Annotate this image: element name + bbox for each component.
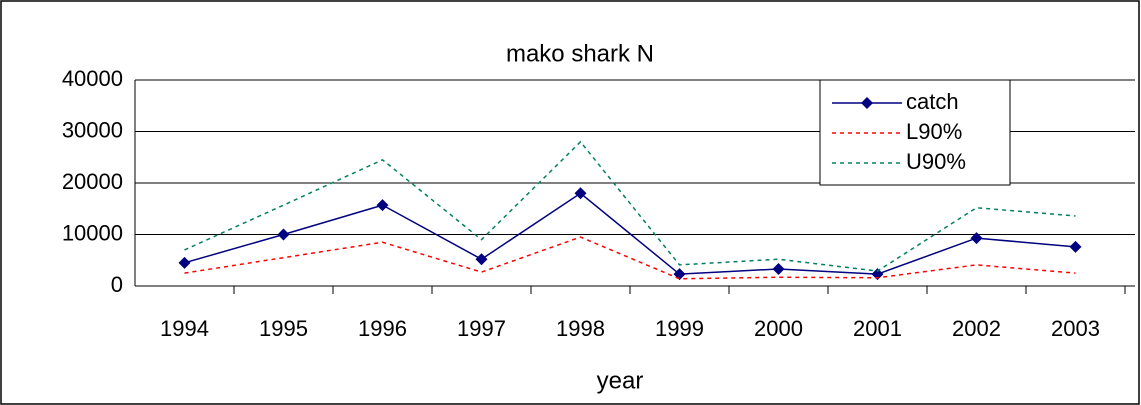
y-tick-label: 10000 <box>62 220 123 245</box>
x-tick-label: 2001 <box>853 316 902 341</box>
legend-label: U90% <box>906 149 966 174</box>
x-tick-label: 1999 <box>655 316 704 341</box>
x-tick-label: 2002 <box>952 316 1001 341</box>
legend-label: L90% <box>906 119 962 144</box>
y-tick-label: 30000 <box>62 117 123 142</box>
point <box>772 263 785 276</box>
y-tick-label: 40000 <box>62 66 123 91</box>
x-tick-label: 2000 <box>754 316 803 341</box>
point <box>871 268 884 281</box>
chart-title: mako shark N <box>506 40 654 67</box>
x-axis-label: year <box>597 367 644 394</box>
x-tick-label: 1996 <box>358 316 407 341</box>
x-tick-label: 1998 <box>556 316 605 341</box>
series-line <box>184 192 1076 275</box>
x-tick-label: 1994 <box>160 316 209 341</box>
x-tick-label: 1997 <box>457 316 506 341</box>
y-tick-label: 0 <box>111 272 123 297</box>
point <box>475 253 488 266</box>
y-tick-label: 20000 <box>62 169 123 194</box>
x-tick-label: 1995 <box>259 316 308 341</box>
legend-marker <box>861 97 873 109</box>
point <box>1069 240 1082 253</box>
point <box>970 232 983 245</box>
point <box>376 199 389 212</box>
point <box>574 187 587 200</box>
point <box>178 256 191 269</box>
series-line <box>184 140 1076 272</box>
x-tick-label: 2003 <box>1051 316 1100 341</box>
legend-label: catch <box>906 89 959 114</box>
point <box>277 228 290 241</box>
